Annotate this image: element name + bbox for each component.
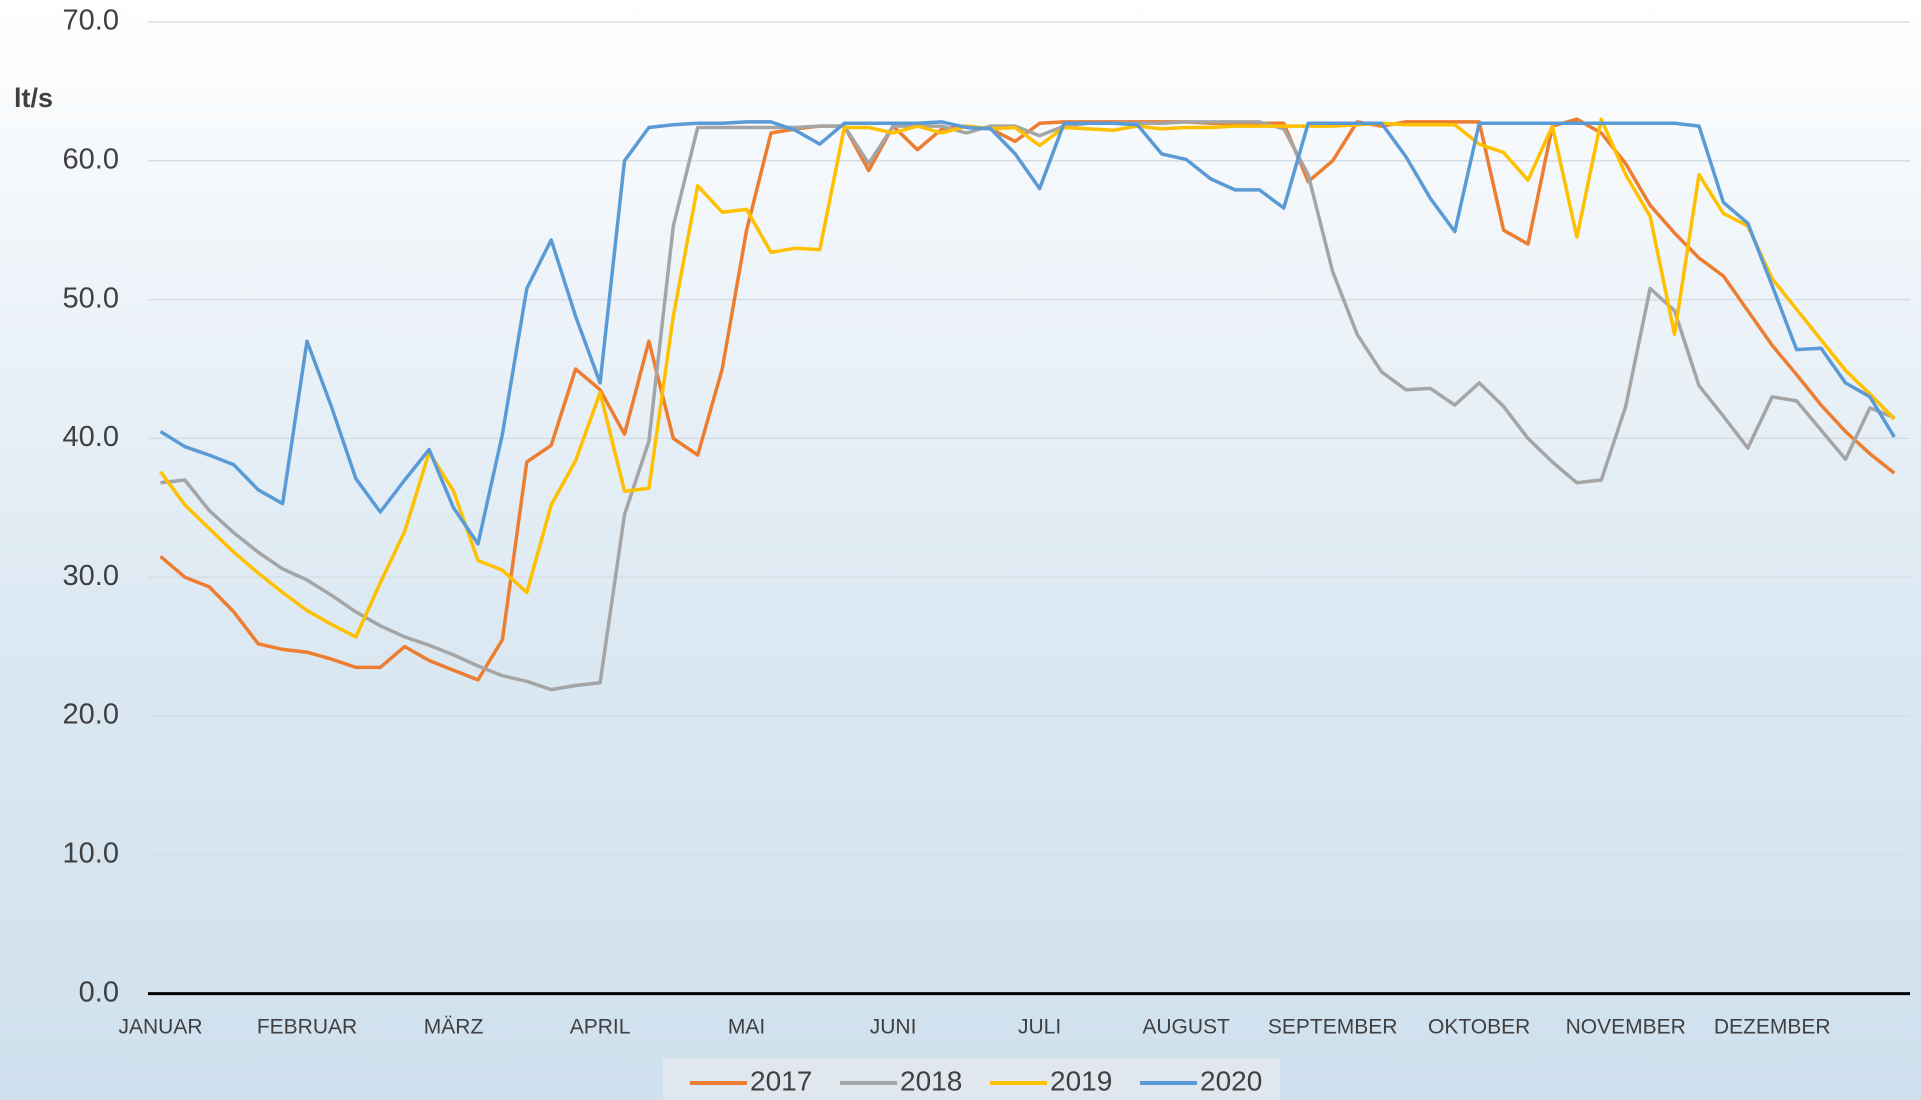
y-tick-label: 0.0: [79, 976, 119, 1008]
x-tick-label: MÄRZ: [424, 1016, 484, 1039]
chart: lt/s 0.0 10.0 20.0 30.0 40.0 50.0 60.0 70.0 JANU…: [0, 0, 1921, 1100]
x-tick-label: FEBRUAR: [257, 1016, 357, 1039]
series-line: [161, 119, 1895, 637]
y-tick-label: 30.0: [63, 560, 119, 592]
y-tick-label: 70.0: [63, 5, 119, 37]
y-tick-label: 60.0: [63, 143, 119, 175]
y-tick-label: 10.0: [63, 837, 119, 869]
series-line: [161, 122, 1895, 690]
y-tick-label: 40.0: [63, 421, 119, 453]
x-tick-label: SEPTEMBER: [1268, 1016, 1398, 1039]
x-tick-label: JULI: [1018, 1016, 1061, 1039]
x-tick-label: JANUAR: [118, 1016, 202, 1039]
y-tick-label: 50.0: [63, 282, 119, 314]
y-tick-label: 20.0: [63, 699, 119, 731]
x-tick-label: AUGUST: [1142, 1016, 1230, 1039]
x-tick-label: APRIL: [570, 1016, 631, 1039]
x-tick-label: JUNI: [870, 1016, 917, 1039]
x-tick-label: NOVEMBER: [1566, 1016, 1686, 1039]
x-tick-label: DEZEMBER: [1714, 1016, 1831, 1039]
legend-label: 2020: [1200, 1065, 1262, 1096]
legend-label: 2017: [750, 1065, 812, 1096]
x-tick-label: OKTOBER: [1428, 1016, 1530, 1039]
x-tick-label: MAI: [728, 1016, 765, 1039]
page: lt/s 0.0 10.0 20.0 30.0 40.0 50.0 60.0 70.0 JANU…: [0, 0, 1921, 1100]
y-axis-label: lt/s: [14, 83, 53, 113]
legend-label: 2019: [1050, 1065, 1112, 1096]
legend-label: 2018: [900, 1065, 962, 1096]
series-line: [161, 119, 1895, 680]
